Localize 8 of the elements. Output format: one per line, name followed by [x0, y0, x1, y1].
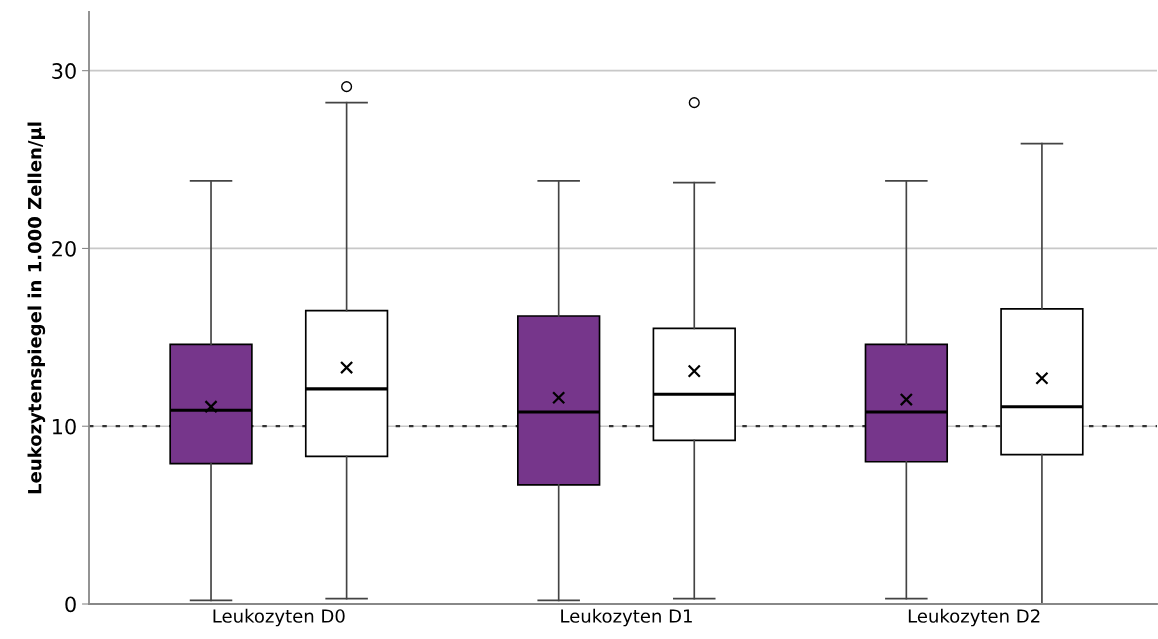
- y-tick-label: 0: [65, 596, 76, 613]
- x-tick-label: Leukozyten D2: [908, 608, 1040, 627]
- x-tick-label: Leukozyten D0: [213, 608, 345, 627]
- y-tick-label: 10: [52, 418, 76, 435]
- y-tick-label: 30: [52, 63, 76, 79]
- x-tick-label: Leukozyten D1: [561, 608, 692, 627]
- y-axis-title: Leukozytenspiegel in 1.000 Zellen/µl: [27, 122, 46, 494]
- y-tick-label: 20: [52, 240, 76, 257]
